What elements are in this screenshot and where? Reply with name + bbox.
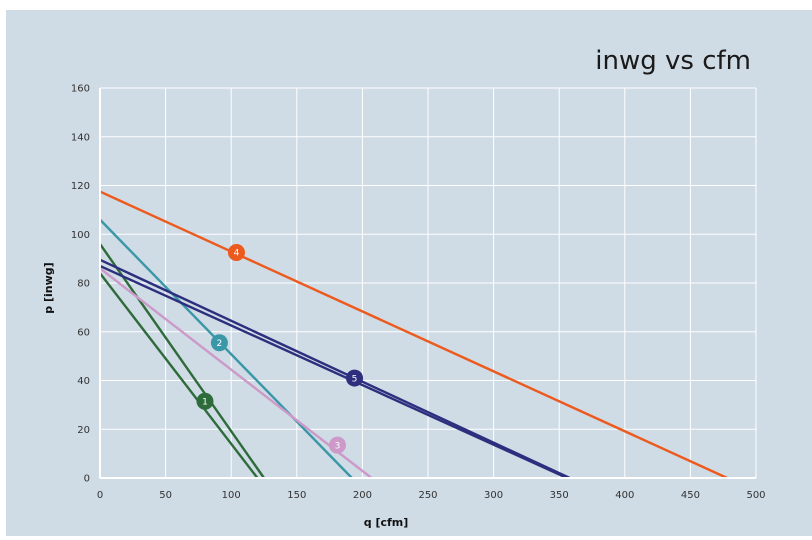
y-tick-label: 140 bbox=[71, 132, 90, 143]
x-axis-label: q [cfm] bbox=[364, 516, 409, 529]
y-tick-label: 80 bbox=[77, 279, 90, 290]
x-tick-label: 450 bbox=[681, 490, 700, 501]
axes bbox=[99, 88, 756, 479]
series-5-marker bbox=[346, 369, 364, 387]
y-tick-label: 160 bbox=[71, 84, 90, 95]
x-tick-label: 350 bbox=[550, 490, 569, 501]
series-1-line bbox=[99, 243, 265, 479]
series-2-marker-label: 2 bbox=[217, 339, 223, 349]
series-5-marker-label: 5 bbox=[352, 374, 358, 384]
x-tick-label: 500 bbox=[746, 490, 765, 501]
series-5-line bbox=[99, 264, 568, 480]
x-tick-label: 300 bbox=[484, 490, 503, 501]
series-4-line bbox=[99, 190, 728, 480]
y-tick-label: 20 bbox=[77, 425, 90, 436]
series-layer bbox=[99, 190, 728, 480]
x-tick-label: 100 bbox=[222, 490, 241, 501]
x-tick-label: 150 bbox=[287, 490, 306, 501]
series-5-line bbox=[99, 258, 571, 480]
y-tick-label: 120 bbox=[71, 181, 90, 192]
series-2-marker bbox=[210, 334, 228, 352]
chart-title: inwg vs cfm bbox=[595, 46, 751, 76]
series-3-line bbox=[99, 267, 373, 479]
x-tick-label: 400 bbox=[615, 490, 634, 501]
series-2-line bbox=[99, 218, 353, 479]
chart: 0 50 100 150 200 250 300 350 400 450 500 0 20 40 60 80 1… bbox=[6, 10, 812, 536]
x-tick-label: 0 bbox=[97, 490, 103, 501]
chart-frame: 0 50 100 150 200 250 300 350 400 450 500 0 20 40 60 80 1… bbox=[6, 10, 812, 536]
x-tick-label: 50 bbox=[159, 490, 172, 501]
series-1-marker bbox=[196, 392, 214, 410]
series-1-line bbox=[99, 272, 259, 479]
y-tick-label: 100 bbox=[71, 230, 90, 241]
ticks-layer: 0 50 100 150 200 250 300 350 400 450 500 0 20 40 60 80 1… bbox=[71, 84, 766, 502]
x-tick-label: 250 bbox=[418, 490, 437, 501]
grid bbox=[99, 87, 757, 479]
series-1-marker-label: 1 bbox=[202, 397, 208, 407]
series-4-marker bbox=[227, 244, 245, 262]
y-tick-label: 0 bbox=[84, 474, 90, 485]
chart-background bbox=[6, 10, 812, 536]
series-3-marker-label: 3 bbox=[335, 441, 341, 451]
y-tick-label: 60 bbox=[77, 327, 90, 338]
series-4-marker-label: 4 bbox=[234, 249, 240, 259]
x-tick-label: 200 bbox=[353, 490, 372, 501]
y-tick-label: 40 bbox=[77, 376, 90, 387]
series-3-marker bbox=[328, 436, 346, 454]
marker-layer: 1 2 3 4 5 bbox=[196, 244, 364, 454]
y-axis-label: p [inwg] bbox=[42, 262, 55, 313]
